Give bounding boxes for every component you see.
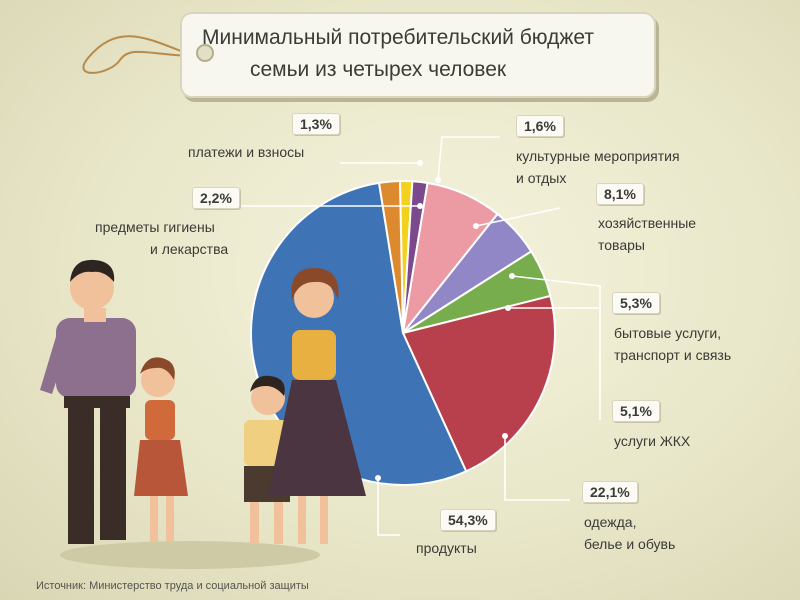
hygiene-percent: 2,2% [192, 187, 240, 209]
hygiene-label-line1: предметы гигиены [95, 219, 215, 235]
mother-figure [268, 268, 366, 544]
source-note: Источник: Министерство труда и социально… [36, 580, 309, 592]
utilities-percent: 5,1% [612, 400, 660, 422]
clothing-percent: 22,1% [582, 481, 638, 503]
services-percent: 5,3% [612, 292, 660, 314]
leader-dot-2 [473, 223, 479, 229]
tag-hole [196, 44, 214, 62]
household-percent: 8,1% [596, 183, 644, 205]
ground-shadow [60, 541, 320, 569]
title-line-1: Минимальный потребительский бюджет [202, 26, 594, 49]
father-figure [40, 259, 136, 544]
leader-dot-0 [417, 160, 423, 166]
clothing-label-line2: белье и обувь [584, 536, 676, 552]
leader-line-4 [508, 307, 601, 420]
pie-slice-7 [377, 180, 404, 334]
food-percent: 54,3% [440, 509, 496, 531]
payments-percent: 1,3% [292, 113, 340, 135]
household-label-line2: товары [598, 237, 645, 253]
culture-percent: 1,6% [516, 115, 564, 137]
leader-dot-5 [502, 433, 508, 439]
clothing-label-line1: одежда, [584, 514, 637, 530]
leader-dot-7 [417, 203, 423, 209]
leader-line-3 [511, 275, 601, 310]
household-label-line1: хозяйственные [598, 215, 697, 231]
leader-line-2 [475, 207, 561, 227]
culture-label-line2: и отдых [516, 170, 567, 186]
services-label-line2: транспорт и связь [614, 347, 732, 363]
pie-slice-5 [401, 294, 556, 473]
culture-label-line1: культурные мероприятия [516, 148, 680, 164]
leader-dot-6 [375, 475, 381, 481]
utilities-label: услуги ЖКХ [614, 433, 691, 449]
leader-dot-3 [509, 273, 515, 279]
payments-label: платежи и взносы [188, 144, 305, 160]
title-card: Минимальный потребительский бюджет семьи… [180, 12, 656, 98]
leader-dot-1 [435, 177, 441, 183]
food-label: продукты [416, 540, 477, 556]
leader-line-5 [504, 436, 570, 501]
leader-dot-4 [505, 305, 511, 311]
leader-line-6 [377, 478, 400, 536]
leader-line-1 [437, 136, 500, 181]
services-label-line1: бытовые услуги, [614, 325, 722, 341]
title-line-2: семьи из четырех человек [250, 58, 507, 81]
hygiene-label-line2: и лекарства [150, 241, 229, 257]
girl-figure [134, 357, 188, 542]
